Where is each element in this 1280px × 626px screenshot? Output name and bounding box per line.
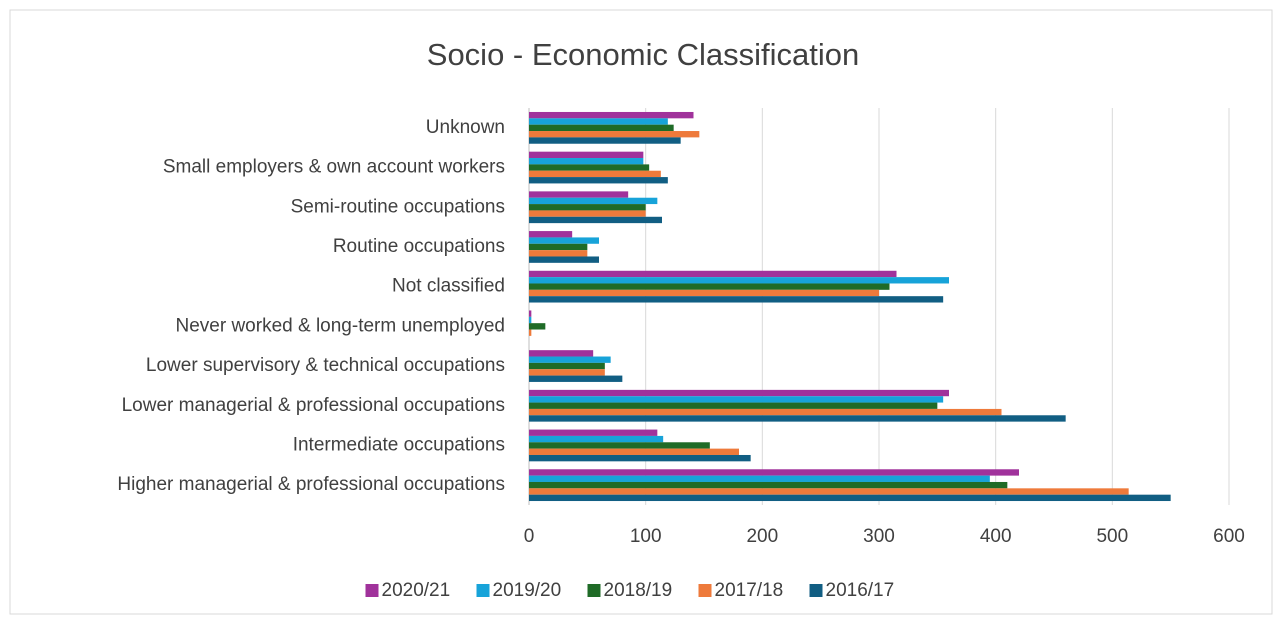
y-tick-label: Routine occupations (333, 236, 505, 257)
bar (529, 350, 594, 357)
bar (529, 216, 662, 224)
bar (529, 170, 661, 178)
bar (529, 408, 1002, 416)
bar (529, 316, 532, 324)
bar (529, 396, 944, 403)
bar (529, 448, 739, 455)
bar (529, 323, 546, 330)
legend-label: 2020/21 (382, 580, 451, 601)
bar (529, 151, 644, 159)
bar (529, 277, 949, 284)
bar (529, 475, 990, 482)
y-tick-label: Higher managerial & professional occupat… (117, 474, 505, 495)
bar (529, 137, 681, 144)
chart-title: Socio - Economic Classification (427, 37, 859, 72)
bar (529, 164, 650, 171)
bar (529, 481, 1008, 489)
bar (529, 131, 700, 138)
legend-swatch (809, 584, 823, 597)
bar (529, 111, 694, 119)
bar (529, 296, 944, 303)
x-tick-label: 100 (630, 526, 662, 547)
legend-label: 2017/18 (715, 580, 784, 601)
bar (529, 415, 1066, 422)
y-tick-label: Never worked & long-term unemployed (176, 315, 506, 336)
legend-label: 2019/20 (493, 580, 562, 601)
y-tick-label: Small employers & own account workers (163, 157, 505, 178)
bar (529, 177, 668, 184)
y-tick-label: Intermediate occupations (293, 434, 505, 455)
x-tick-label: 300 (863, 526, 895, 547)
chart-frame (9, 9, 1273, 615)
bar (529, 118, 668, 125)
bar (529, 402, 938, 409)
bar (529, 204, 646, 211)
bar (529, 197, 658, 205)
y-tick-label: Not classified (392, 276, 505, 297)
x-tick-label: 400 (980, 526, 1012, 547)
bar (529, 469, 1019, 476)
x-tick-label: 600 (1213, 526, 1245, 547)
bar (529, 237, 599, 244)
bar (529, 356, 611, 363)
legend-swatch (365, 584, 379, 597)
bar (529, 442, 710, 449)
bar (529, 375, 623, 382)
bar (529, 283, 890, 290)
bar (529, 494, 1171, 502)
bar (529, 289, 879, 297)
bar (529, 362, 605, 370)
bar (529, 389, 949, 397)
bar (529, 488, 1129, 495)
legend-label: 2018/19 (604, 580, 673, 601)
legend-label: 2016/17 (826, 580, 895, 601)
legend-swatch (476, 584, 490, 597)
bar (529, 270, 897, 278)
bar (529, 243, 588, 251)
bar (529, 158, 644, 165)
bar (529, 191, 629, 198)
x-tick-label: 500 (1096, 526, 1128, 547)
bar (529, 310, 532, 317)
y-tick-label: Semi-routine occupations (291, 196, 505, 217)
y-tick-label: Lower managerial & professional occupati… (122, 395, 505, 416)
bar (529, 210, 646, 217)
x-tick-label: 0 (524, 526, 535, 547)
bar (529, 435, 664, 443)
bar (529, 329, 532, 336)
bar (529, 369, 605, 376)
x-tick-label: 200 (746, 526, 778, 547)
bar (529, 124, 674, 132)
y-tick-label: Lower supervisory & technical occupation… (146, 355, 505, 376)
bar (529, 250, 588, 257)
legend-swatch (587, 584, 601, 597)
legend-swatch (698, 584, 712, 597)
bar (529, 256, 599, 263)
bar (529, 231, 573, 238)
bar (529, 454, 751, 462)
bar (529, 429, 658, 436)
y-tick-label: Unknown (426, 117, 505, 138)
